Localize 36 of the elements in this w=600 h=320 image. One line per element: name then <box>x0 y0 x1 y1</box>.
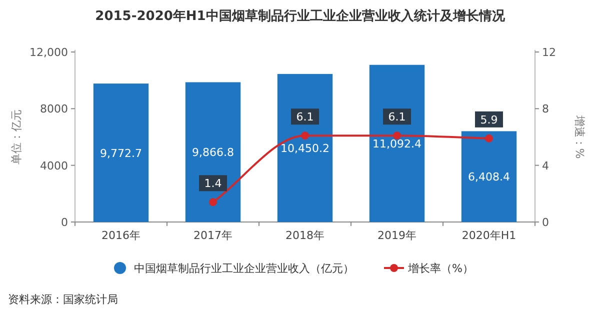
data-label: 11,092.4 <box>372 137 422 150</box>
chart-title: 2015-2020年H1中国烟草制品行业工业企业营业收入统计及增长情况 <box>95 8 506 24</box>
point <box>301 132 309 140</box>
x-tick-label: 2019年 <box>378 229 416 242</box>
y-axis-title: 单位：亿元 <box>10 110 23 164</box>
data-label: 5.9 <box>480 113 498 126</box>
data-label: 10,450.2 <box>280 142 330 155</box>
bar <box>369 64 425 222</box>
y-tick-label: 12,000 <box>30 46 68 59</box>
y-tick-label: 8000 <box>40 102 68 116</box>
bar <box>277 74 333 222</box>
data-label: 9,866.8 <box>192 146 234 160</box>
legend-label: 中国烟草制品行业工业企业营业收入（亿元） <box>134 262 354 275</box>
bar <box>461 131 517 222</box>
bar <box>185 82 241 222</box>
point <box>485 134 493 142</box>
y2-tick-label: 4 <box>542 159 549 172</box>
y-tick-label: 4000 <box>40 159 68 172</box>
x-tick-label: 2020年H1 <box>462 229 516 242</box>
data-label: 6,408.4 <box>468 170 510 184</box>
y2-axis-title: 增速：% <box>573 114 586 159</box>
x-tick-label: 2016年 <box>102 229 140 242</box>
point <box>209 198 217 206</box>
legend-label: 增长率（%） <box>407 262 474 275</box>
data-label: 9,772.7 <box>100 146 142 160</box>
y2-tick-label: 0 <box>542 216 549 229</box>
data-label: 6.1 <box>296 110 314 124</box>
x-tick-label: 2017年 <box>194 229 232 242</box>
y2-tick-label: 12 <box>542 46 556 59</box>
x-tick-label: 2018年 <box>286 229 324 242</box>
bar <box>93 84 149 222</box>
data-label: 1.4 <box>204 177 222 190</box>
y2-tick-label: 8 <box>542 102 549 116</box>
y-tick-label: 0 <box>61 216 68 229</box>
data-label: 6.1 <box>388 110 406 124</box>
text: 资料来源：国家统计局 <box>8 293 118 306</box>
